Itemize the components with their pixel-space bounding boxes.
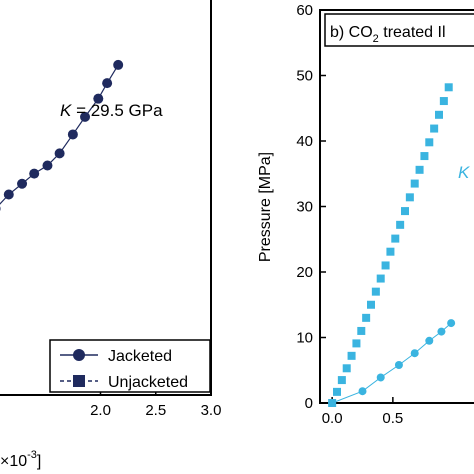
right-square-point (376, 274, 385, 283)
left-series-line (0, 64, 119, 205)
right-y-tick-label: 0 (305, 395, 313, 412)
left-x-ticks: 2.0 2.5 3.0 (90, 389, 221, 419)
left-plot-frame (0, 0, 212, 396)
right-circle-point (394, 361, 403, 370)
left-x-axis-label: ×10-3] (0, 449, 41, 470)
right-circle-point (410, 349, 419, 358)
right-circle-series-line (331, 322, 452, 404)
legend-marker-unjacketed (73, 375, 85, 387)
left-point (29, 168, 40, 179)
right-square-point (362, 313, 371, 322)
left-point (113, 59, 124, 70)
right-y-tick-label: 20 (296, 264, 313, 281)
right-square-point (371, 287, 380, 296)
right-y-tick-label: 50 (296, 68, 313, 85)
left-point (67, 129, 78, 140)
legend-label-jacketed: Jacketed (108, 348, 172, 365)
right-circle-point (376, 373, 385, 382)
right-k-annotation: K (458, 163, 470, 182)
right-square-point (342, 364, 351, 373)
right-k-symbol: K (458, 163, 470, 182)
right-series (328, 83, 456, 407)
right-title-rest: treated Il (379, 24, 446, 41)
left-point (42, 160, 53, 171)
left-point (17, 178, 28, 189)
right-y-tick-label: 10 (296, 330, 313, 347)
right-title-box (324, 13, 474, 47)
right-circle-point (358, 387, 367, 396)
legend-label-unjacketed: Unjacketed (108, 374, 188, 391)
right-square-point (352, 339, 361, 348)
right-square-point (386, 247, 395, 256)
right-y-tick-label: 60 (296, 2, 313, 19)
legend-item-jacketed: Jacketed (60, 348, 172, 365)
left-x-tick-label: 3.0 (201, 402, 222, 419)
left-point (54, 148, 65, 159)
right-square-point (435, 110, 443, 119)
right-circle-point (425, 336, 434, 345)
right-square-point (381, 261, 390, 270)
left-x-label-exponent: -3 (27, 449, 37, 461)
right-square-point (347, 351, 356, 360)
right-square-point (337, 376, 346, 385)
right-square-point (396, 220, 405, 229)
right-panel-title: b) CO2 treated Il (330, 24, 446, 45)
right-square-point (357, 326, 366, 335)
right-title-prefix: b) CO (330, 24, 373, 41)
legend-item-unjacketed: Unjacketed (60, 374, 188, 391)
left-k-symbol: K (60, 101, 72, 120)
right-square-point (425, 138, 434, 147)
right-square-point (391, 234, 400, 243)
right-circle-point (437, 327, 446, 336)
right-circle-point (447, 319, 456, 328)
left-point (0, 206, 1, 211)
left-point (93, 93, 104, 104)
right-square-point (415, 165, 424, 174)
right-square-point (410, 179, 419, 188)
left-x-label-base: ×10 (0, 453, 27, 470)
left-x-tick-label: 2.5 (145, 402, 166, 419)
left-point (102, 78, 113, 89)
left-point (3, 189, 14, 200)
right-y-tick-label: 30 (296, 199, 313, 216)
right-circle-point (328, 399, 337, 407)
left-x-label-bracket: ] (37, 453, 41, 470)
right-plot-frame (319, 9, 474, 404)
left-panel: 2.0 2.5 3.0 K = 29.5 GPa Jacketed Unjacket… (0, 0, 221, 470)
right-square-point (430, 124, 439, 133)
right-title-subscript: 2 (373, 33, 379, 45)
right-square-point (367, 300, 375, 309)
left-x-tick-label: 2.0 (90, 402, 111, 419)
right-x-ticks: 0.0 0.5 (322, 397, 403, 427)
left-k-value: = 29.5 GPa (71, 101, 163, 120)
legend: Jacketed Unjacketed (49, 339, 211, 393)
right-y-ticks: 0 10 20 30 40 50 60 (296, 2, 326, 412)
right-y-tick-label: 40 (296, 133, 313, 150)
right-x-tick-label: 0.0 (322, 410, 343, 427)
right-x-tick-label: 0.5 (382, 410, 403, 427)
right-square-point (333, 387, 341, 396)
left-series (0, 59, 124, 211)
right-square-point (401, 207, 409, 216)
legend-marker-jacketed (73, 349, 85, 361)
left-k-annotation: K = 29.5 GPa (60, 101, 163, 120)
right-square-point (444, 83, 453, 92)
right-square-point (439, 97, 448, 106)
right-y-axis-label: Pressure [MPa] (257, 152, 274, 262)
left-point (80, 111, 91, 122)
right-panel: 0 10 20 30 40 50 60 0.0 0.5 b) CO2 treated Il K… (257, 2, 474, 427)
right-square-point (420, 152, 429, 161)
right-square-point (405, 193, 414, 202)
